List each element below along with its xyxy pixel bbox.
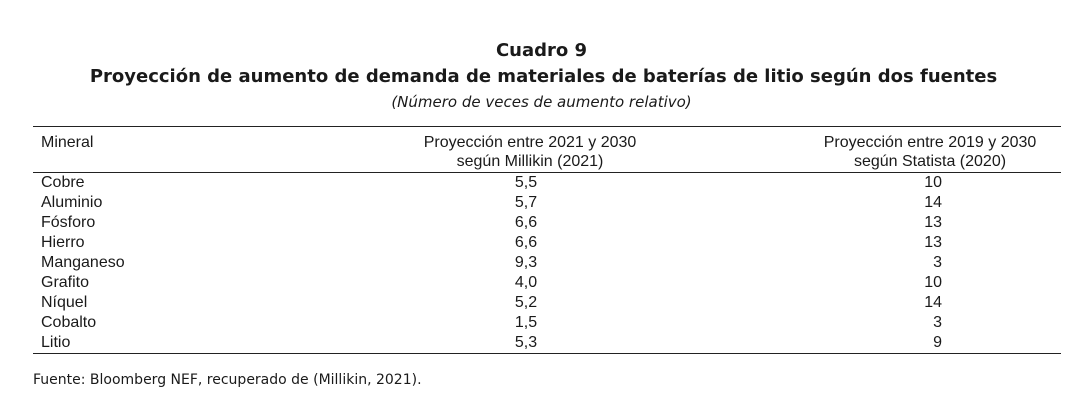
table-top-rule: [33, 126, 1061, 127]
header-statista-line2: según Statista (2020): [853, 153, 1007, 170]
table-row: Fósforo 6,6 13: [0, 213, 1083, 233]
cell-statista: 3: [933, 254, 942, 271]
table-row: Cobre 5,5 10: [0, 173, 1083, 193]
header-statista: Proyección entre 2019 y 2030 según Stati…: [740, 133, 1083, 171]
cell-mineral: Cobre: [41, 174, 85, 191]
cell-statista: 10: [924, 274, 942, 291]
table-row: Cobalto 1,5 3: [0, 313, 1083, 333]
cell-millikin: 5,2: [514, 294, 538, 311]
cell-statista: 13: [924, 214, 942, 231]
table-row: Hierro 6,6 13: [0, 233, 1083, 253]
table-row: Litio 5,3 9: [0, 333, 1083, 353]
cell-millikin: 1,5: [514, 314, 538, 331]
table-row: Aluminio 5,7 14: [0, 193, 1083, 213]
table-row: Níquel 5,2 14: [0, 293, 1083, 313]
cell-mineral: Fósforo: [41, 214, 96, 231]
table-bottom-rule: [33, 353, 1061, 354]
cell-statista: 9: [933, 334, 942, 351]
cell-statista: 14: [924, 294, 942, 311]
cell-millikin: 5,3: [514, 334, 538, 351]
table-source-note: Fuente: Bloomberg NEF, recuperado de (Mi…: [33, 372, 422, 388]
cell-mineral: Níquel: [41, 294, 88, 311]
header-millikin: Proyección entre 2021 y 2030 según Milli…: [340, 133, 720, 171]
cell-millikin: 6,6: [514, 214, 538, 231]
table-subtitle: (Número de veces de aumento relativo): [391, 93, 692, 111]
cell-statista: 13: [924, 234, 942, 251]
table-title: Proyección de aumento de demanda de mate…: [89, 66, 998, 87]
header-statista-line1: Proyección entre 2019 y 2030: [823, 134, 1037, 151]
table-row: Grafito 4,0 10: [0, 273, 1083, 293]
cell-statista: 3: [933, 314, 942, 331]
cell-mineral: Cobalto: [41, 314, 97, 331]
header-millikin-line2: según Millikin (2021): [456, 153, 604, 170]
cell-statista: 10: [924, 174, 942, 191]
cell-millikin: 5,7: [514, 194, 538, 211]
header-millikin-line1: Proyección entre 2021 y 2030: [423, 134, 637, 151]
cell-millikin: 4,0: [514, 274, 538, 291]
table-header-rule: [33, 172, 1061, 173]
cell-mineral: Hierro: [41, 234, 85, 251]
cell-statista: 14: [924, 194, 942, 211]
cell-millikin: 5,5: [514, 174, 538, 191]
table-label: Cuadro 9: [495, 40, 588, 61]
header-mineral: Mineral: [41, 134, 94, 151]
table-row: Manganeso 9,3 3: [0, 253, 1083, 273]
cell-millikin: 6,6: [514, 234, 538, 251]
cell-mineral: Litio: [41, 334, 71, 351]
cell-mineral: Manganeso: [41, 254, 125, 271]
cell-mineral: Grafito: [41, 274, 90, 291]
cell-mineral: Aluminio: [41, 194, 103, 211]
cell-millikin: 9,3: [514, 254, 538, 271]
